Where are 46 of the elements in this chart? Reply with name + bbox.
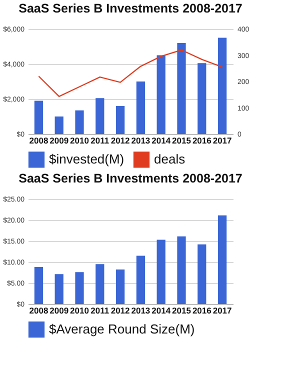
x-tick-label: 2011 — [90, 136, 110, 146]
x-tick-label: 2009 — [50, 136, 69, 146]
bar — [116, 106, 125, 134]
x-tick-label: 2017 — [212, 306, 232, 316]
bar — [177, 43, 186, 134]
legend-label: deals — [154, 152, 186, 167]
bar — [156, 55, 166, 134]
x-tick-label: 2012 — [110, 136, 130, 146]
bar — [116, 270, 125, 304]
bar — [75, 110, 84, 134]
bar — [34, 100, 44, 134]
bar — [218, 215, 227, 304]
x-tick-label: 2013 — [131, 306, 150, 316]
x-tick-label: 2013 — [131, 136, 150, 146]
x-tick-label: 2011 — [90, 306, 110, 316]
x-tick-label: 2009 — [50, 306, 69, 316]
x-tick-label: 2010 — [70, 136, 90, 146]
bar — [198, 63, 206, 134]
x-tick-label: 2016 — [192, 306, 212, 316]
chart-title: SaaS Series B Investments 2008-2017 — [18, 172, 242, 186]
bar — [198, 244, 206, 304]
bar — [96, 98, 104, 134]
bar — [75, 272, 84, 304]
x-tick-label: 2014 — [152, 306, 171, 316]
bar — [34, 267, 44, 304]
bar — [218, 38, 227, 134]
x-tick-label: 2012 — [110, 306, 130, 316]
x-tick-label: 2010 — [70, 306, 90, 316]
bar — [136, 82, 146, 134]
x-tick-label: 2016 — [192, 136, 212, 146]
bar — [54, 274, 64, 304]
chart-title: SaaS Series B Investments 2008-2017 — [18, 2, 242, 16]
legend-label: $invested(M) — [49, 152, 124, 167]
legend-label: $Average Round Size(M) — [49, 322, 195, 336]
line-series — [38, 49, 223, 98]
x-tick-label: 2008 — [29, 306, 48, 316]
x-tick-label: 2015 — [172, 306, 192, 316]
bar — [136, 256, 146, 304]
x-tick-label: 2014 — [152, 136, 171, 146]
bar — [96, 264, 104, 304]
bar — [156, 240, 166, 304]
bar — [54, 116, 64, 134]
x-tick-label: 2008 — [29, 136, 48, 146]
x-tick-label: 2015 — [172, 136, 192, 146]
bar — [177, 236, 186, 304]
x-tick-label: 2017 — [212, 136, 232, 146]
